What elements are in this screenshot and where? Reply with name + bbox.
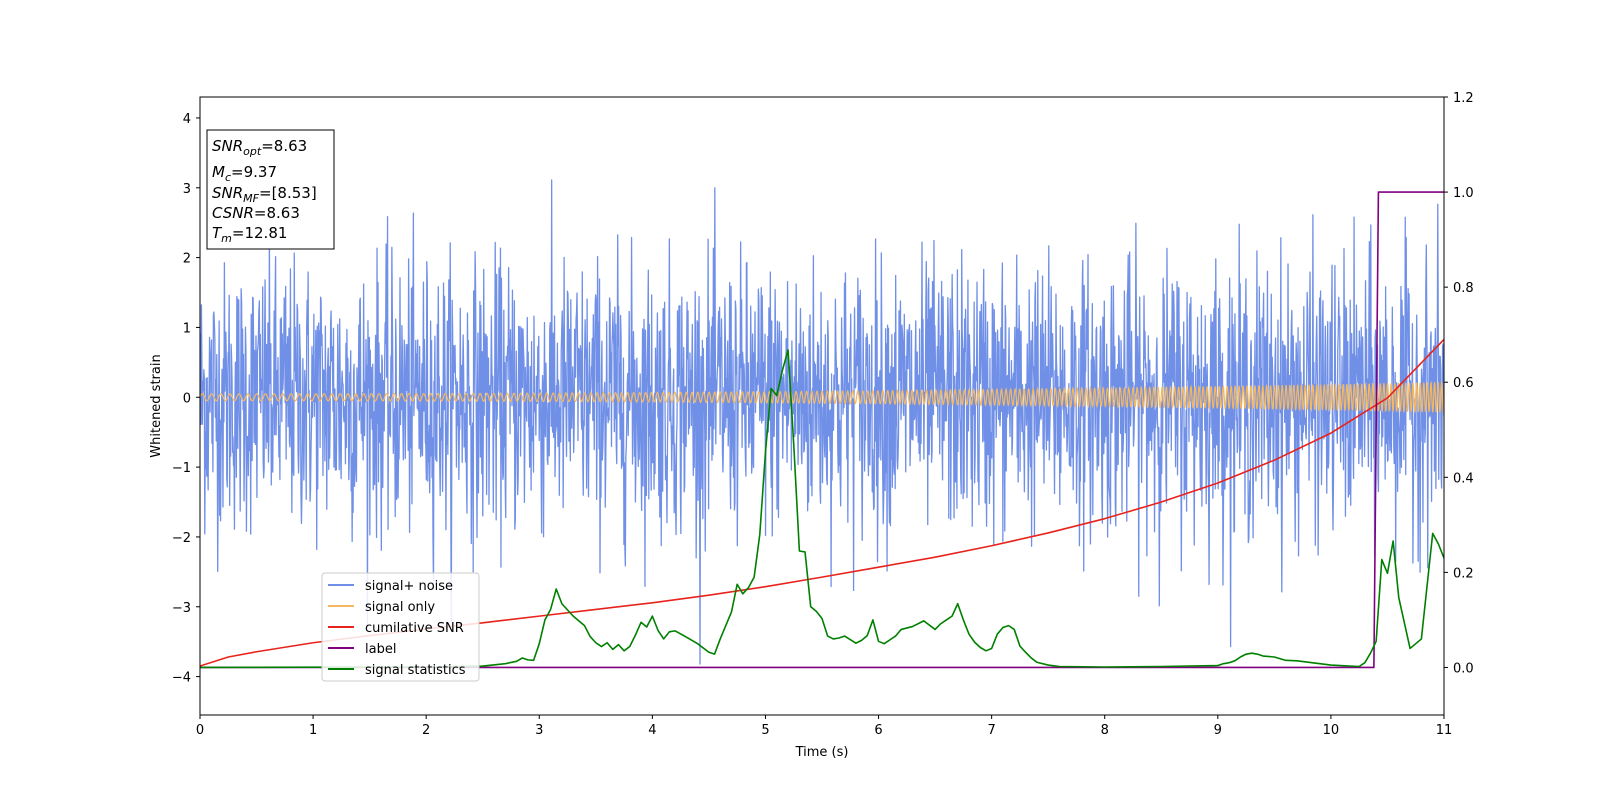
x-tick-label: 9 — [1214, 723, 1222, 738]
y-left-tick-label: 0 — [183, 391, 191, 406]
info-value: =9.37 — [231, 163, 277, 181]
legend-frame — [321, 572, 480, 682]
x-tick-label: 1 — [309, 723, 317, 738]
x-tick-label: 8 — [1101, 723, 1109, 738]
y-left-tick-label: 3 — [183, 182, 191, 197]
x-tick-label: 3 — [535, 723, 543, 738]
info-box: SNRopt=8.63Mc=9.37SNRMF=[8.53]CSNR=8.63T… — [206, 129, 335, 250]
y-right-tick-label: 0.4 — [1453, 471, 1474, 486]
info-sub: c — [225, 171, 231, 184]
legend-label: signal only — [365, 600, 435, 615]
x-tick-label: 7 — [987, 723, 995, 738]
y-right-tick-label: 0.2 — [1453, 566, 1474, 581]
info-box-frame — [206, 129, 335, 250]
y-right-tick-label: 0.6 — [1453, 376, 1474, 391]
y-right-tick-label: 0.0 — [1453, 661, 1474, 676]
y-left-tick-label: −4 — [172, 671, 191, 686]
x-tick-label: 5 — [761, 723, 769, 738]
info-value: =8.63 — [261, 137, 307, 155]
legend-label: label — [365, 642, 396, 657]
info-box-line: Tm=12.81 — [212, 224, 287, 245]
info-var: T — [212, 224, 223, 242]
info-box-line: Mc=9.37 — [212, 163, 277, 184]
legend-label: signal+ noise — [365, 579, 453, 594]
x-tick-label: 11 — [1436, 723, 1453, 738]
ticks: 0 1 2 3 4 5 6 7 8 9 10 1143210−1−2−3−41.21.00.80.60… — [172, 91, 1474, 738]
info-sub: m — [221, 232, 232, 245]
y-right-tick-label: 1.2 — [1453, 91, 1474, 106]
info-box-line: CSNR=8.63 — [212, 204, 300, 222]
info-sub: MF — [243, 192, 259, 205]
legend-label: signal statistics — [365, 663, 466, 678]
x-tick-label: 10 — [1323, 723, 1340, 738]
y-right-tick-label: 1.0 — [1453, 186, 1474, 201]
info-value: =12.81 — [232, 224, 288, 242]
series-signal-only-line — [200, 380, 1444, 414]
info-var: CSNR — [212, 204, 254, 222]
legend-label: cumilative SNR — [365, 621, 464, 636]
y-left-tick-label: −2 — [172, 531, 191, 546]
x-tick-label: 6 — [874, 723, 882, 738]
x-axis-label: Time (s) — [795, 745, 849, 760]
y-axis-label: Whitened strain — [149, 354, 164, 457]
info-var: SNR — [212, 137, 243, 155]
axes-frame — [199, 96, 1445, 716]
y-left-tick-label: −3 — [172, 601, 191, 616]
legend: signal+ noise signal only cumilative SNR la… — [321, 572, 480, 682]
x-tick-label: 4 — [648, 723, 656, 738]
series-label-line — [200, 191, 1444, 669]
info-box-line: SNRMF=[8.53] — [212, 184, 317, 205]
info-var: M — [212, 163, 225, 181]
info-sub: opt — [243, 145, 262, 158]
x-tick-label: 2 — [422, 723, 430, 738]
info-box-line: SNRopt=8.63 — [212, 137, 307, 158]
y-left-tick-label: 4 — [183, 112, 191, 127]
series-signal-noise-line — [200, 179, 1444, 665]
x-tick-label: 0 — [196, 723, 204, 738]
y-right-tick-label: 0.8 — [1453, 281, 1474, 296]
info-value: =8.63 — [254, 204, 300, 222]
y-left-tick-label: −1 — [172, 461, 191, 476]
y-left-tick-label: 2 — [183, 252, 191, 267]
info-var: SNR — [212, 184, 243, 202]
y-left-tick-label: 1 — [183, 321, 191, 336]
series-signal-statistics-line — [200, 349, 1444, 669]
info-value: =[8.53] — [259, 184, 317, 202]
